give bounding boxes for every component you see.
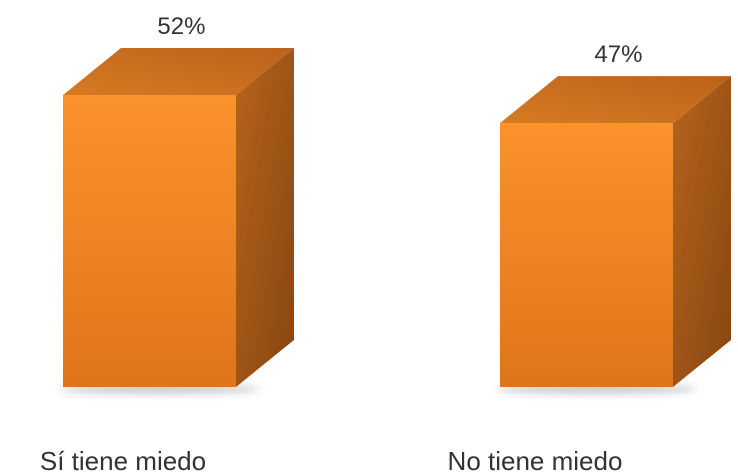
bar-side-face [236, 48, 294, 387]
category-label-si: Sí tiene miedo [40, 446, 206, 475]
bars-group [59, 48, 731, 394]
bar-front-face [63, 95, 236, 387]
bar-si-tiene-miedo [59, 48, 294, 394]
category-label-no: No tiene miedo [448, 446, 623, 475]
data-label-no: 47% [594, 41, 642, 68]
bar-front-face [500, 123, 673, 388]
data-label-si: 52% [157, 13, 205, 40]
bar-no-tiene-miedo [496, 76, 731, 394]
bar-top-face [500, 76, 731, 124]
bar-side-face [673, 76, 731, 388]
labels-group: 52% Sí tiene miedo 47% No tiene miedo [40, 13, 643, 475]
bar-top-face [63, 48, 294, 95]
